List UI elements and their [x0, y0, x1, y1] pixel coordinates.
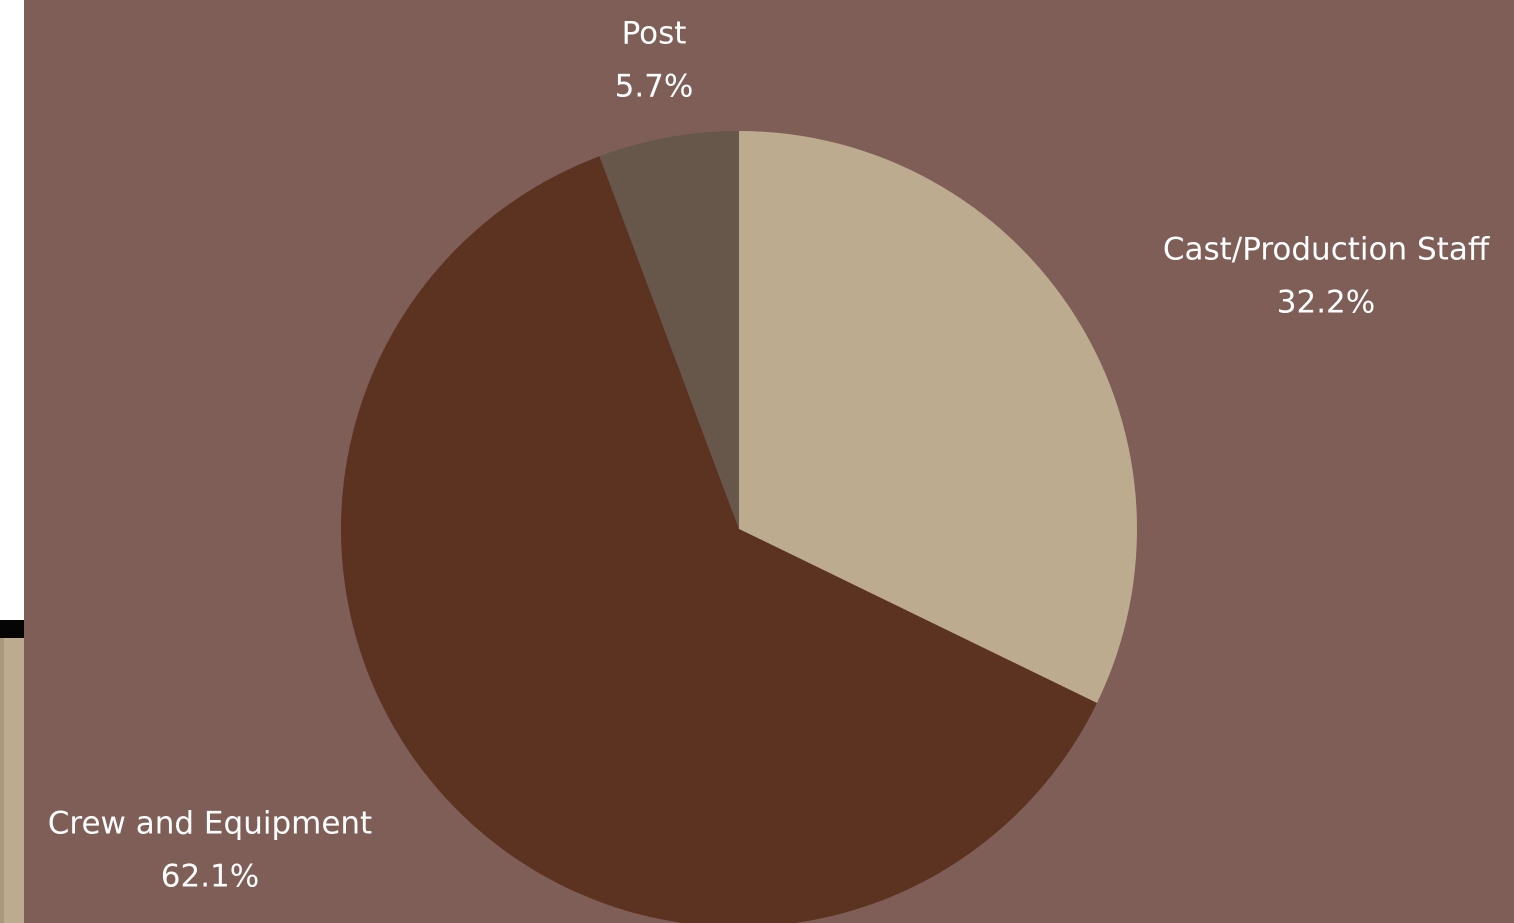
pie-slice	[341, 156, 1097, 923]
slice-label: Post	[622, 16, 687, 52]
slice-value-label: 32.2%	[1277, 285, 1375, 321]
pie-slice	[739, 131, 1137, 703]
side-panel	[0, 0, 24, 620]
side-edge	[0, 638, 4, 923]
slice-label: Crew and Equipment	[48, 806, 372, 842]
pie	[341, 131, 1137, 923]
slice-value-label: 5.7%	[615, 69, 694, 105]
pie-slice	[599, 131, 739, 529]
slice-label: Cast/Production Staff	[1163, 232, 1490, 268]
labels: Cast/Production Staff 32.2% Crew and Equip…	[48, 16, 1490, 895]
side-bar	[0, 620, 24, 638]
slice-value-label: 62.1%	[161, 859, 259, 895]
